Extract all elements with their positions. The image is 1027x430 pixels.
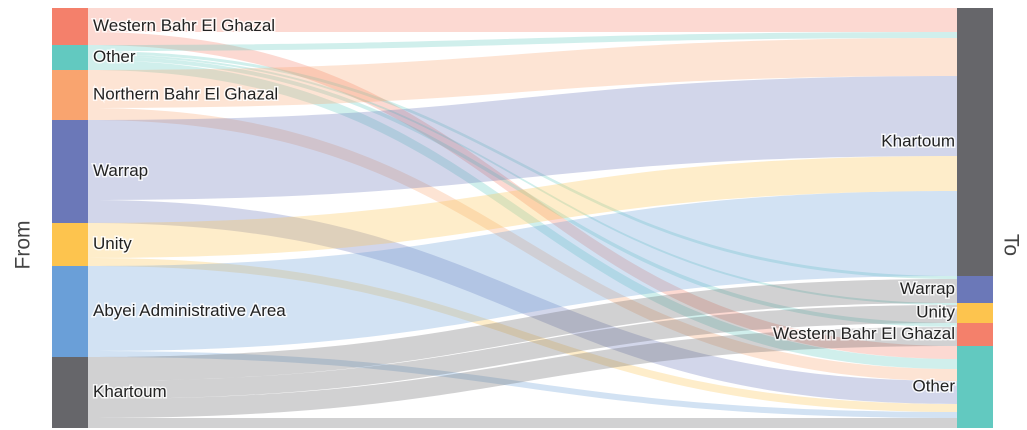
target-axis-label: To [999,234,1022,256]
target-node [957,303,993,323]
source-label: Khartoum [93,382,167,401]
source-label: Northern Bahr El Ghazal [93,84,278,103]
target-node [957,323,993,346]
link [88,51,957,279]
target-node [957,346,993,428]
source-label: Warrap [93,161,148,180]
link [88,54,957,305]
link [88,56,957,327]
source-label: Unity [93,234,132,253]
link [88,351,957,418]
source-label: Western Bahr El Ghazal [93,16,275,35]
link [88,305,957,399]
source-node [52,357,88,428]
links [88,8,957,428]
link [88,108,957,381]
link [88,32,957,359]
source-axis-label: From [12,221,35,270]
link [88,418,957,428]
target-label: Other [912,376,955,395]
link [88,60,957,369]
nodes [52,8,993,428]
source-label: Abyei Administrative Area [93,301,286,320]
link [88,191,957,351]
source-node [52,223,88,266]
source-node [52,70,88,120]
labels: Western Bahr El Ghazal Other Northern Bahr… [92,14,957,402]
source-node [52,8,88,45]
link [88,156,957,258]
link [88,200,957,404]
link [88,8,957,32]
source-node [52,266,88,357]
link [88,279,957,381]
link [88,327,957,418]
target-label: Warrap [900,279,955,298]
target-label: Unity [916,302,955,321]
target-node [957,276,993,303]
link [88,258,957,412]
target-label: Western Bahr El Ghazal [773,324,955,343]
link [88,38,957,108]
target-label: Khartoum [881,131,955,150]
link [88,76,957,200]
target-node [957,8,993,276]
source-label: Other [93,47,136,66]
link [88,32,957,51]
source-node [52,120,88,223]
source-node [52,45,88,70]
